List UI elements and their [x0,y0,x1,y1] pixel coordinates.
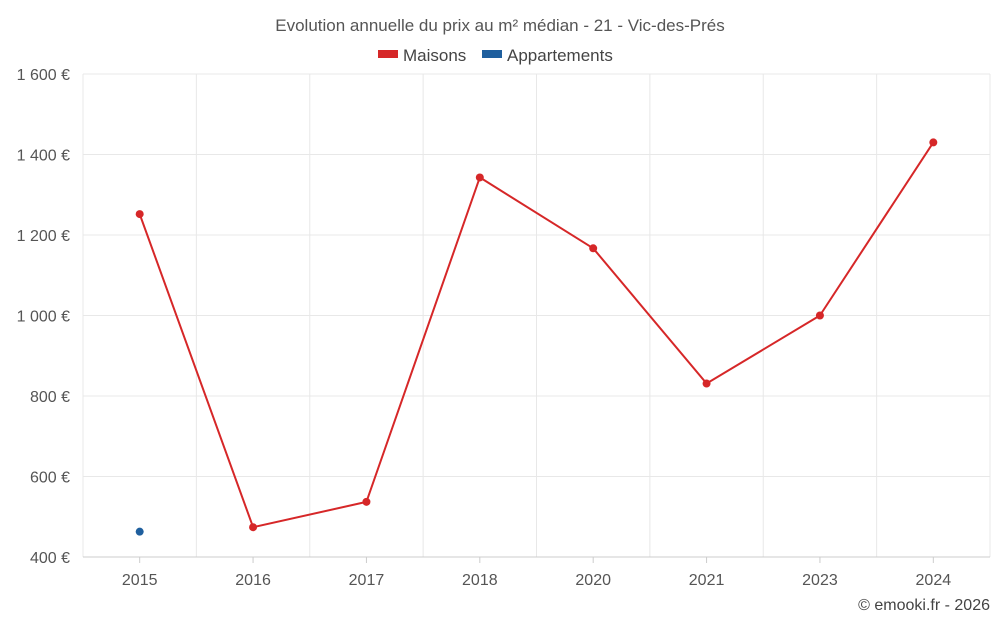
legend-swatch-appartements [482,50,502,58]
legend-swatch-maisons [378,50,398,58]
y-tick-label: 1 200 € [17,228,70,245]
x-tick-label: 2016 [235,572,271,589]
data-point-maisons[interactable] [929,138,938,147]
legend-item-maisons[interactable]: Maisons [378,46,466,65]
x-tick-label: 2020 [575,572,611,589]
series-line-maisons [138,141,935,529]
data-point-maisons[interactable] [249,523,258,532]
legend-label-appartements: Appartements [507,46,613,65]
credit-text: © emooki.fr - 2026 [858,597,990,614]
data-point-appartements[interactable] [135,527,144,536]
x-tick-label: 2021 [689,572,725,589]
y-tick-label: 1 600 € [17,67,70,84]
series-maisons [135,138,938,532]
x-tick-label: 2024 [916,572,952,589]
y-tick-label: 600 € [30,470,70,487]
x-tick-label: 2015 [122,572,158,589]
x-tick-label: 2023 [802,572,838,589]
x-tick-label: 2018 [462,572,498,589]
grid [82,73,991,557]
legend: Maisons Appartements [378,46,613,65]
data-point-maisons[interactable] [815,311,824,320]
legend-item-appartements[interactable]: Appartements [482,46,613,65]
series [135,138,938,536]
series-appartements [135,527,144,536]
y-tick-label: 400 € [30,550,70,567]
data-point-maisons[interactable] [362,497,371,506]
data-point-maisons[interactable] [475,173,484,182]
x-tick-label: 2017 [349,572,385,589]
y-tick-label: 1 000 € [17,309,70,326]
chart-title: Evolution annuelle du prix au m² médian … [275,16,724,35]
legend-label-maisons: Maisons [403,46,466,65]
data-point-maisons[interactable] [589,244,598,253]
y-tick-label: 1 400 € [17,148,70,165]
y-tick-label: 800 € [30,389,70,406]
data-point-maisons[interactable] [702,379,711,388]
axes: 400 € 600 € 800 € 1 000 € 1 200 € 1 400 € 1 60… [17,67,990,589]
data-point-maisons[interactable] [135,210,144,219]
